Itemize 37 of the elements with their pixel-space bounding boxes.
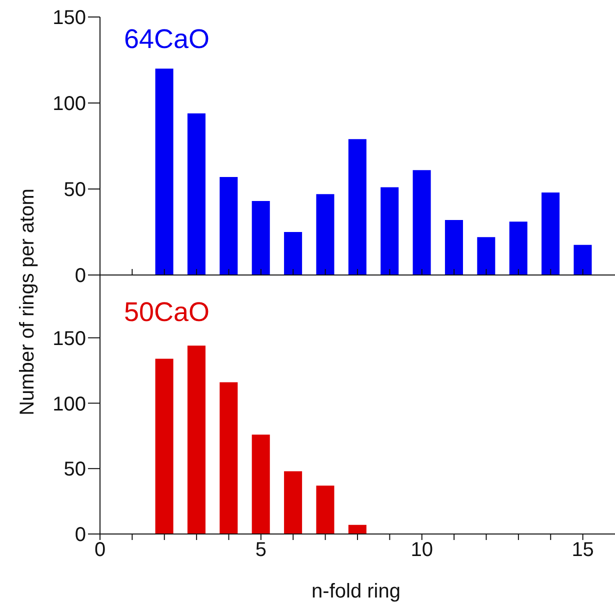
x-tick-label: 15 (572, 539, 594, 562)
y-tick-label: 100 (52, 93, 86, 116)
x-tick-label: 10 (410, 539, 433, 562)
bar (252, 201, 270, 275)
bar (542, 192, 560, 275)
bar (412, 170, 431, 275)
bar (509, 222, 528, 275)
bar (220, 382, 238, 534)
y-tick-label: 50 (64, 458, 86, 481)
series-label: 64CaO (124, 24, 210, 55)
bar (477, 237, 496, 275)
bar (284, 232, 302, 275)
bar (348, 524, 366, 534)
bar (348, 139, 366, 275)
bar (187, 113, 206, 275)
x-tick-label: 5 (255, 539, 266, 562)
bar (284, 471, 302, 534)
bar (252, 434, 270, 534)
bar (316, 194, 334, 275)
bar (444, 220, 463, 275)
y-tick-label: 0 (74, 265, 86, 288)
bar (155, 358, 174, 534)
series-label: 50CaO (124, 297, 210, 328)
bar (380, 187, 399, 275)
bar (220, 176, 238, 275)
y-tick-label: 50 (64, 179, 86, 202)
y-axis-title: Number of rings per atom (16, 188, 40, 416)
bar (187, 346, 206, 534)
x-tick-label: 0 (94, 539, 106, 562)
bar (316, 486, 334, 534)
y-tick-label: 150 (52, 328, 86, 350)
y-tick-label: 0 (74, 524, 86, 546)
y-tick-label: 100 (52, 393, 86, 416)
bar (574, 244, 592, 275)
x-axis-title: n-fold ring (312, 580, 400, 604)
bar (155, 68, 174, 275)
y-tick-label: 150 (52, 7, 86, 30)
